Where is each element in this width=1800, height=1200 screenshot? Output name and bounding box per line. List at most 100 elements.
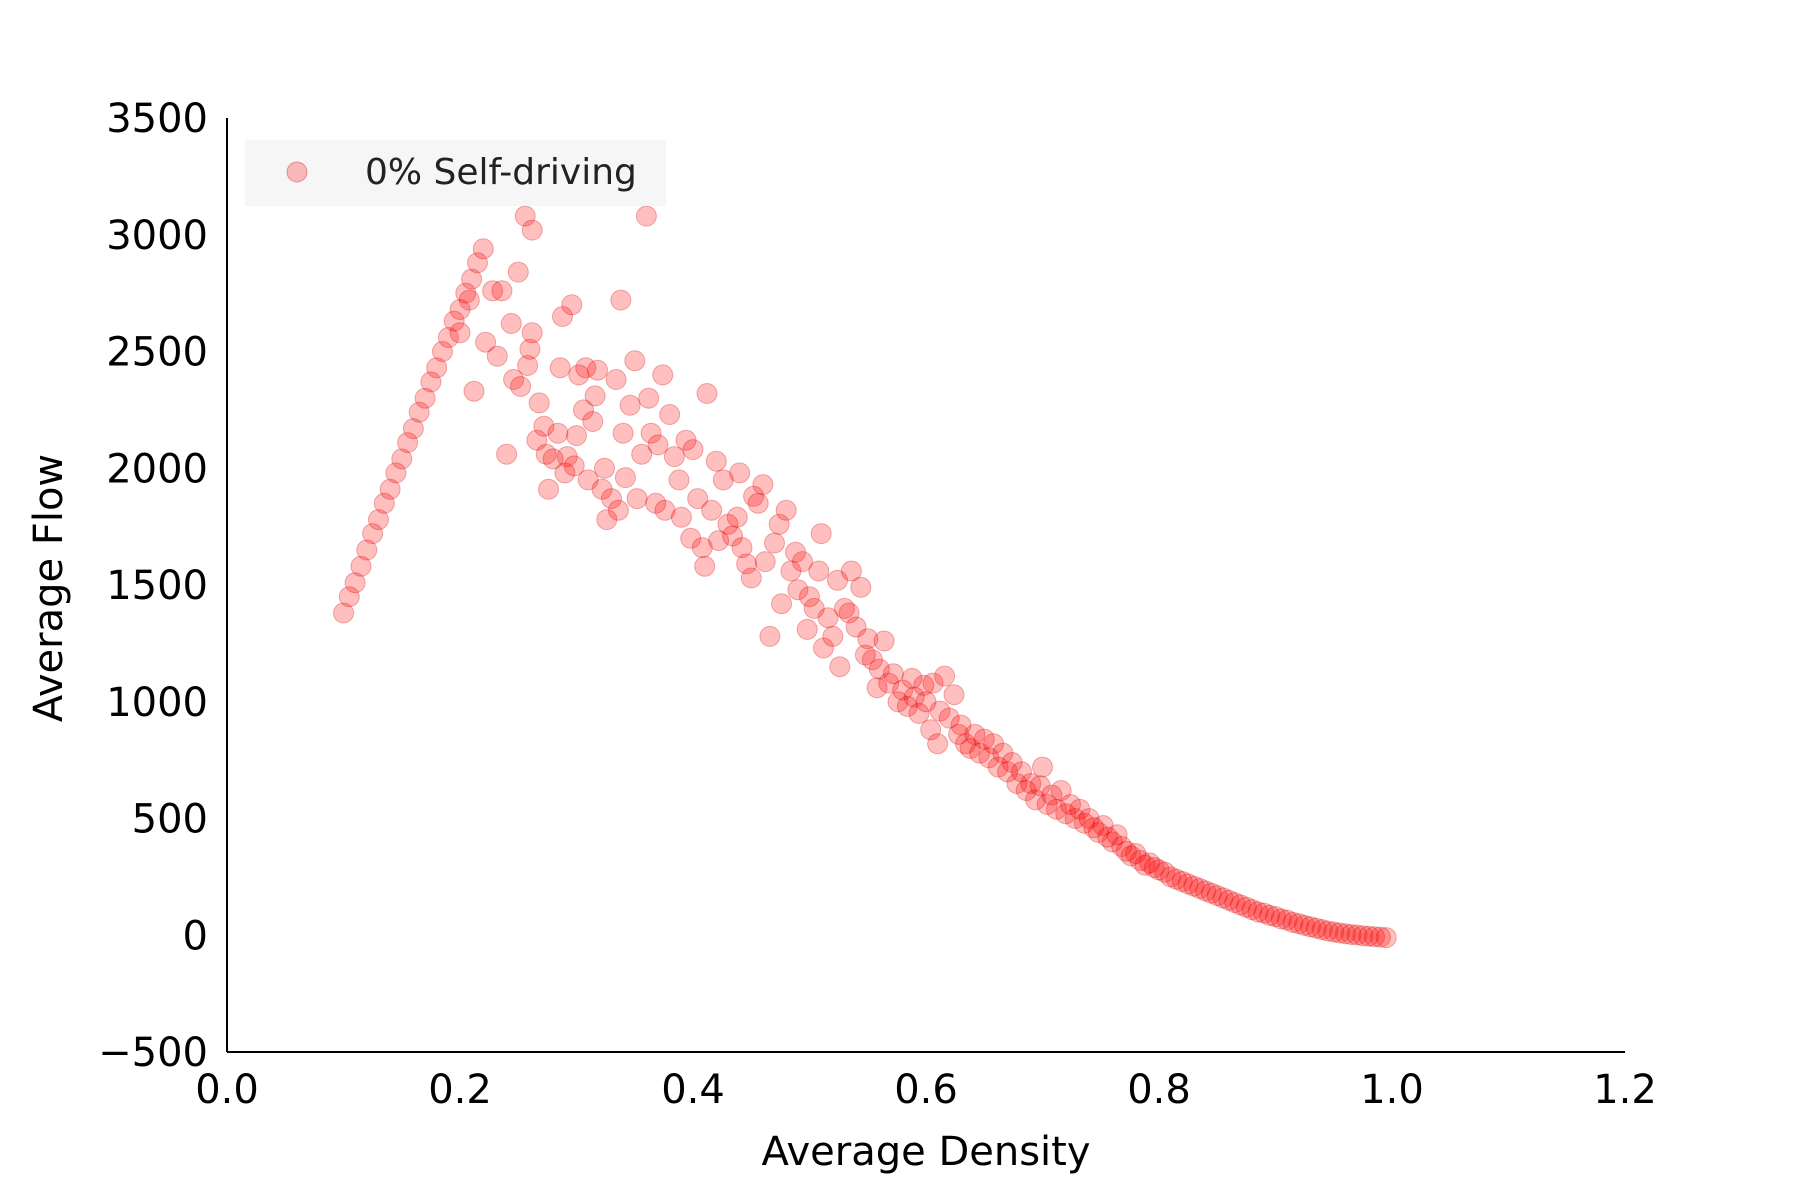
data-point <box>362 523 384 545</box>
data-point <box>1134 854 1156 876</box>
data-point <box>500 313 522 334</box>
data-point <box>1041 784 1063 806</box>
data-point <box>1120 845 1142 867</box>
data-point <box>1311 919 1333 941</box>
data-point <box>775 499 797 521</box>
data-point <box>1375 927 1397 949</box>
data-point <box>638 387 660 409</box>
data-point <box>675 429 697 451</box>
data-point <box>1050 780 1072 801</box>
data-point <box>575 357 597 379</box>
data-point <box>1092 815 1114 836</box>
data-point <box>908 702 930 724</box>
data-point <box>1143 857 1165 878</box>
data-point <box>861 649 883 671</box>
data-point <box>356 539 378 561</box>
data-point <box>624 350 646 372</box>
data-point <box>964 723 986 745</box>
x-tick-label: 0.0 <box>195 1067 259 1113</box>
data-point <box>635 205 657 227</box>
data-point <box>1224 892 1246 914</box>
data-point <box>1015 780 1037 801</box>
data-point <box>1305 917 1327 939</box>
data-point <box>333 602 354 624</box>
data-point <box>1206 885 1228 907</box>
data-point <box>397 432 419 454</box>
data-point <box>764 532 785 554</box>
data-point <box>455 282 477 304</box>
x-tick-label: 0.4 <box>661 1067 725 1113</box>
data-point <box>938 707 960 729</box>
data-point <box>1177 873 1199 895</box>
data-point <box>780 560 802 582</box>
data-point <box>584 385 606 407</box>
data-point <box>955 733 977 755</box>
data-point <box>1129 850 1151 871</box>
data-point <box>854 644 876 666</box>
data-point <box>538 478 559 500</box>
y-tick-label: 2000 <box>106 446 208 492</box>
data-point <box>449 299 471 320</box>
data-point <box>1006 773 1028 794</box>
data-point <box>514 205 536 227</box>
data-point <box>682 439 704 461</box>
data-point <box>610 289 632 311</box>
data-point <box>461 268 483 290</box>
data-point <box>717 513 739 535</box>
data-point <box>1282 911 1304 933</box>
data-point <box>379 478 401 500</box>
data-point <box>992 742 1014 764</box>
legend-label: 0% Self-driving <box>365 152 637 193</box>
data-point <box>771 593 792 615</box>
data-point <box>420 371 442 393</box>
data-point <box>694 555 716 577</box>
data-point <box>687 488 709 510</box>
data-point <box>950 714 972 736</box>
data-point <box>521 322 543 344</box>
data-point <box>647 434 669 456</box>
data-point <box>808 560 830 582</box>
data-point <box>614 467 636 489</box>
data-point <box>892 679 914 701</box>
data-point <box>759 625 781 647</box>
data-point <box>850 576 872 598</box>
data-point <box>626 488 648 510</box>
data-point <box>507 261 529 283</box>
data-point <box>1329 922 1351 944</box>
data-point <box>1064 808 1086 829</box>
data-point <box>437 327 459 348</box>
x-tick-label: 0.8 <box>1127 1067 1191 1113</box>
data-point <box>1032 756 1053 778</box>
data-point <box>1046 798 1067 820</box>
data-point <box>1125 843 1147 864</box>
data-point <box>943 684 965 706</box>
data-point <box>467 252 488 274</box>
data-point <box>1160 866 1182 888</box>
data-point <box>1270 908 1292 930</box>
legend-marker <box>286 161 308 183</box>
data-point <box>566 425 587 447</box>
data-point <box>726 506 748 528</box>
data-point <box>503 369 525 390</box>
data-point <box>857 628 879 650</box>
data-point <box>1195 880 1217 902</box>
data-point <box>969 742 991 764</box>
data-point <box>1036 794 1058 815</box>
data-point <box>1288 913 1310 935</box>
data-point <box>652 364 674 386</box>
data-point <box>587 359 608 381</box>
data-point <box>787 579 809 601</box>
data-point <box>1364 926 1385 948</box>
data-point <box>491 280 513 302</box>
data-point <box>959 738 981 759</box>
data-point <box>1069 798 1091 820</box>
data-point <box>822 625 844 647</box>
data-point <box>344 572 366 594</box>
data-point <box>743 485 765 507</box>
data-point <box>645 492 667 514</box>
data-point <box>402 418 424 440</box>
data-point <box>663 446 685 468</box>
data-point <box>1212 887 1234 909</box>
data-point <box>1259 904 1281 926</box>
